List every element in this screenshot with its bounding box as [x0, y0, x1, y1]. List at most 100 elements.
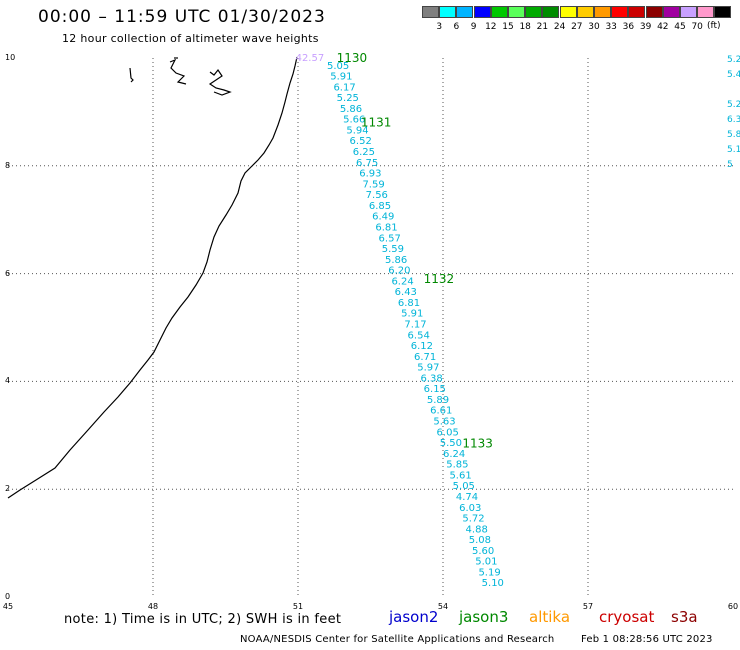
x-tick-label: 48	[147, 602, 159, 611]
wave-height-value: 6.43	[395, 287, 417, 298]
y-tick-label: 0	[5, 592, 11, 601]
islet-3	[208, 68, 232, 96]
wave-height-value: 6.12	[411, 341, 433, 352]
wave-height-value: 6.85	[369, 201, 391, 212]
wave-height-value: 6.75	[356, 158, 378, 169]
map-title: 00:00 – 11:59 UTC 01/30/2023	[38, 7, 326, 27]
wave-height-value: 5.86	[340, 104, 362, 115]
wave-height-value: 6.81	[398, 298, 420, 309]
legend-swatch	[422, 6, 439, 18]
edge-wave-height-value: 5.4	[727, 70, 740, 80]
legend-swatch	[662, 6, 680, 18]
legend-tick-label: 18	[519, 22, 531, 32]
wave-height-value: 5.25	[337, 93, 359, 104]
wave-height-value: 5.86	[385, 255, 407, 266]
edge-values: 5.2 5.4 5.2 6.3 5.8 5.1 5	[727, 55, 740, 170]
y-tick-label: 6	[5, 268, 11, 278]
wave-height-value: 4.88	[466, 524, 488, 535]
wave-height-value: 6.24	[391, 276, 413, 287]
legend-tick-label: 39	[639, 22, 652, 32]
edge-wave-height-value: 5.2	[727, 100, 740, 110]
legend-tick-label: 30	[588, 22, 600, 32]
pass-number-label: 1130	[337, 51, 368, 65]
legend-swatch	[559, 6, 577, 18]
legend-tick-label: 12	[485, 22, 497, 32]
legend-swatch	[473, 6, 491, 18]
wave-height-value: 6.61	[430, 406, 452, 417]
wave-height-value: 5.97	[417, 363, 439, 374]
legend-swatch	[594, 6, 611, 18]
edge-wave-height-value: 5	[727, 160, 733, 170]
wave-height-value: 6.20	[388, 266, 410, 277]
x-tick-label: 45	[2, 602, 14, 611]
wave-height-value: 5.50	[440, 438, 462, 449]
wave-height-value: 6.52	[350, 136, 372, 147]
generated-timestamp: Feb 1 08:28:56 UTC 2023	[581, 634, 713, 645]
wave-height-value: 6.15	[424, 384, 446, 395]
credit-line: NOAA/NESDIS Center for Satellite Applica…	[240, 634, 555, 645]
wave-height-value: 6.03	[459, 503, 481, 514]
legend-swatch	[490, 6, 508, 18]
wave-height-value: 5.60	[472, 546, 494, 557]
legend-tick-label: 9	[470, 22, 477, 32]
legend-swatch	[697, 6, 715, 18]
legend-swatch	[645, 6, 663, 18]
wave-height-value: 6.54	[408, 330, 430, 341]
wave-height-value: 5.10	[482, 578, 504, 589]
pass-number-label: 1132	[424, 272, 455, 286]
wave-height-value: 5.05	[327, 61, 349, 72]
wave-height-value: 5.19	[478, 567, 500, 578]
wave-height-value: 6.17	[333, 82, 355, 93]
wave-height-value: 5.91	[330, 72, 352, 83]
legend-swatch	[714, 6, 732, 18]
wave-height-value: 6.25	[353, 147, 375, 158]
pass-labels: 1130 1131 1132 1133	[337, 51, 493, 450]
wave-height-value: 5.61	[449, 470, 471, 481]
wave-height-value: 7.56	[366, 190, 388, 201]
y-tick-label: 8	[5, 160, 11, 170]
wave-height-value: 5.85	[446, 460, 468, 471]
legend-swatch	[456, 6, 474, 18]
wave-height-value: 5.01	[475, 557, 497, 568]
wave-height-value: 6.93	[359, 169, 381, 180]
satellite-name-jason2: jason2	[389, 608, 439, 626]
legend-unit: (ft)	[707, 21, 721, 31]
y-tick-label: 10	[5, 53, 16, 62]
legend-tick-label: 15	[502, 22, 514, 32]
wave-height-value: 5.63	[433, 417, 455, 428]
wave-height-value: 6.71	[414, 352, 436, 363]
outlier-value: 42.57	[296, 53, 325, 64]
pass-number-label: 1133	[462, 436, 493, 450]
wave-height-value: 5.72	[462, 514, 484, 525]
legend-tick-label: 36	[622, 22, 635, 32]
legend-swatch	[628, 6, 646, 18]
legend-swatch	[525, 6, 543, 18]
satellite-name-jason3: jason3	[459, 608, 509, 626]
x-tick-label: 60	[727, 602, 739, 611]
legend-swatch	[576, 6, 594, 18]
lat-lon-grid	[8, 58, 733, 597]
legend-tick-label: 3	[436, 22, 443, 32]
edge-wave-height-value: 5.8	[727, 130, 740, 140]
wave-height-value: 7.17	[404, 320, 426, 331]
somalia-coastline	[7, 56, 298, 499]
y-tick-label: 4	[5, 376, 11, 386]
wave-height-value: 6.24	[443, 449, 465, 460]
satellite-name-s3a: s3a	[671, 608, 698, 626]
wave-height-value: 5.89	[427, 395, 449, 406]
wave-height-value: 6.05	[437, 427, 459, 438]
legend-tick-label: 33	[605, 22, 617, 32]
wave-height-value: 6.81	[375, 222, 397, 233]
satellite-name-altika: altika	[529, 608, 571, 626]
track-values: 5.055.916.175.255.865.665.946.526.256.75…	[296, 53, 504, 589]
legend-swatch	[508, 6, 525, 18]
islet-1	[129, 67, 134, 83]
legend-tick-label: 42	[657, 22, 669, 32]
legend-swatch	[611, 6, 629, 18]
legend-tick-label: 45	[674, 22, 686, 32]
x-tick-label: 57	[582, 602, 594, 611]
y-tick-label: 2	[5, 484, 11, 494]
legend-swatch	[542, 6, 560, 18]
edge-wave-height-value: 6.3	[727, 115, 740, 125]
